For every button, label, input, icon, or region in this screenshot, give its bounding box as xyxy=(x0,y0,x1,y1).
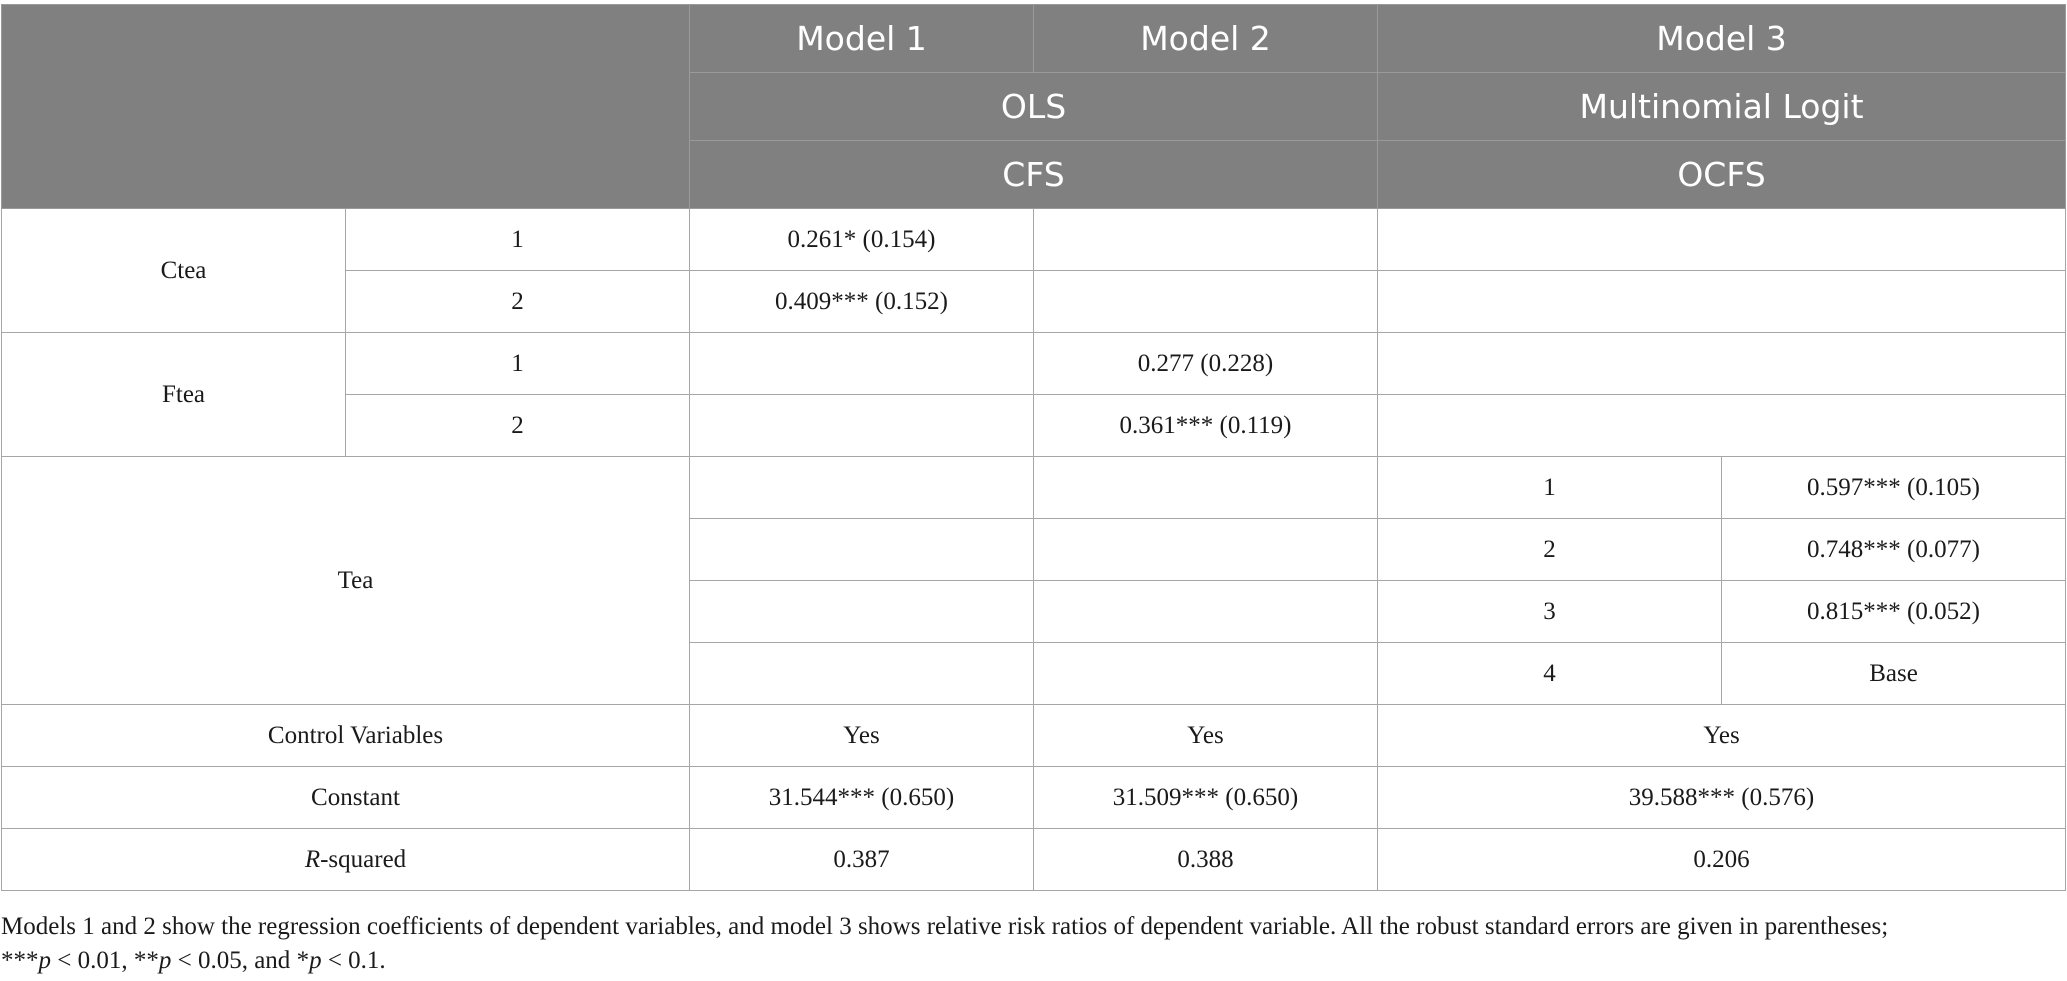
empty-cell xyxy=(1033,208,1378,271)
ctea-category-1: 1 xyxy=(345,208,690,271)
constant-model-3: 39.588*** (0.576) xyxy=(1376,766,2067,829)
footnote-sig-2-tail: < 0.05, and xyxy=(171,947,297,974)
ctea-2-model-1: 0.409*** (0.152) xyxy=(689,270,1034,333)
constant-model-2: 31.509*** (0.650) xyxy=(1033,766,1378,829)
tea-category-1: 1 xyxy=(1377,456,1722,519)
empty-cell xyxy=(1376,208,2067,271)
tea-category-4: 4 xyxy=(1377,642,1722,705)
row-label-r-squared: R-squared xyxy=(1,828,690,891)
constant-model-1: 31.544*** (0.650) xyxy=(689,766,1034,829)
footnote-sig-1-stars: *** xyxy=(1,947,39,974)
r-squared-model-1: 0.387 xyxy=(689,828,1034,891)
header-dv-cfs: CFS xyxy=(689,140,1378,209)
tea-1-model-3: 0.597*** (0.105) xyxy=(1720,456,2067,519)
control-model-2: Yes xyxy=(1033,704,1378,767)
footnote-sig-3-stars: * xyxy=(296,947,310,974)
empty-cell xyxy=(1033,456,1378,519)
header-method-multinomial-logit: Multinomial Logit xyxy=(1376,72,2067,141)
footnote-p-2: p xyxy=(158,947,172,974)
empty-cell xyxy=(1033,270,1378,333)
tea-3-model-3: 0.815*** (0.052) xyxy=(1720,580,2067,643)
empty-cell xyxy=(689,642,1034,705)
empty-cell xyxy=(1376,270,2067,333)
control-model-3: Yes xyxy=(1376,704,2067,767)
r-squared-model-3: 0.206 xyxy=(1376,828,2067,891)
tea-category-3: 3 xyxy=(1377,580,1722,643)
header-model-2: Model 2 xyxy=(1033,4,1378,73)
header-corner-cell xyxy=(1,4,690,209)
row-label-tea: Tea xyxy=(1,456,690,705)
ftea-1-model-2: 0.277 (0.228) xyxy=(1033,332,1378,395)
empty-cell xyxy=(1033,580,1378,643)
regression-table: Model 1 Model 2 Model 3 OLS Multinomial … xyxy=(1,4,2067,891)
table-footnote: Models 1 and 2 show the regression coeff… xyxy=(1,910,2061,978)
table-row: 2 0.409*** (0.152) xyxy=(2,270,2067,333)
empty-cell xyxy=(1376,332,2067,395)
table-row: 4 Base xyxy=(2,642,2067,705)
row-label-constant: Constant xyxy=(1,766,690,829)
row-label-ctea: Ctea xyxy=(1,208,346,333)
header-model-3: Model 3 xyxy=(1376,4,2067,73)
r-squared-model-2: 0.388 xyxy=(1033,828,1378,891)
empty-cell xyxy=(689,456,1034,519)
tea-category-2: 2 xyxy=(1377,518,1722,581)
empty-cell xyxy=(689,332,1034,395)
empty-cell xyxy=(689,518,1034,581)
empty-cell xyxy=(689,394,1034,457)
r-squared-italic-r: R xyxy=(304,845,321,873)
table-row: R-squared 0.387 0.388 0.206 xyxy=(1,828,2067,891)
ftea-2-model-2: 0.361*** (0.119) xyxy=(1033,394,1378,457)
table-row: Constant 31.544*** (0.650) 31.509*** (0.… xyxy=(1,766,2067,829)
empty-cell xyxy=(689,580,1034,643)
ftea-category-1: 1 xyxy=(345,332,690,395)
empty-cell xyxy=(1033,518,1378,581)
footnote-sig-1-tail: < 0.01, xyxy=(51,947,134,974)
tea-4-model-3: Base xyxy=(1720,642,2067,705)
table-row: 3 0.815*** (0.052) xyxy=(2,580,2067,643)
empty-cell xyxy=(1033,642,1378,705)
footnote-sig-3-tail: < 0.1. xyxy=(321,947,386,974)
footnote-text: Models 1 and 2 show the regression coeff… xyxy=(1,913,1889,940)
row-label-control-variables: Control Variables xyxy=(1,704,690,767)
footnote-p-3: p xyxy=(309,947,322,974)
header-row-dependent-variable: CFS OCFS xyxy=(2,140,2067,209)
tea-2-model-3: 0.748*** (0.077) xyxy=(1720,518,2067,581)
table-row: Tea 1 0.597*** (0.105) xyxy=(1,456,2067,705)
header-row-method: OLS Multinomial Logit xyxy=(2,72,2067,141)
ctea-category-2: 2 xyxy=(345,270,690,333)
header-row-models: Model 1 Model 2 Model 3 xyxy=(1,4,2067,209)
header-method-ols: OLS xyxy=(689,72,1378,141)
header-dv-ocfs: OCFS xyxy=(1376,140,2067,209)
control-model-1: Yes xyxy=(689,704,1034,767)
table-row: Ctea 1 0.261* (0.154) xyxy=(1,208,2067,333)
table-row: Ftea 1 0.277 (0.228) xyxy=(1,332,2067,457)
empty-cell xyxy=(1376,394,2067,457)
header-model-1: Model 1 xyxy=(689,4,1034,73)
footnote-sig-2-stars: ** xyxy=(133,947,159,974)
ftea-category-2: 2 xyxy=(345,394,690,457)
table-row: Control Variables Yes Yes Yes xyxy=(1,704,2067,767)
r-squared-label-rest: -squared xyxy=(320,845,407,873)
footnote-p-1: p xyxy=(38,947,52,974)
row-label-ftea: Ftea xyxy=(1,332,346,457)
ctea-1-model-1: 0.261* (0.154) xyxy=(689,208,1034,271)
